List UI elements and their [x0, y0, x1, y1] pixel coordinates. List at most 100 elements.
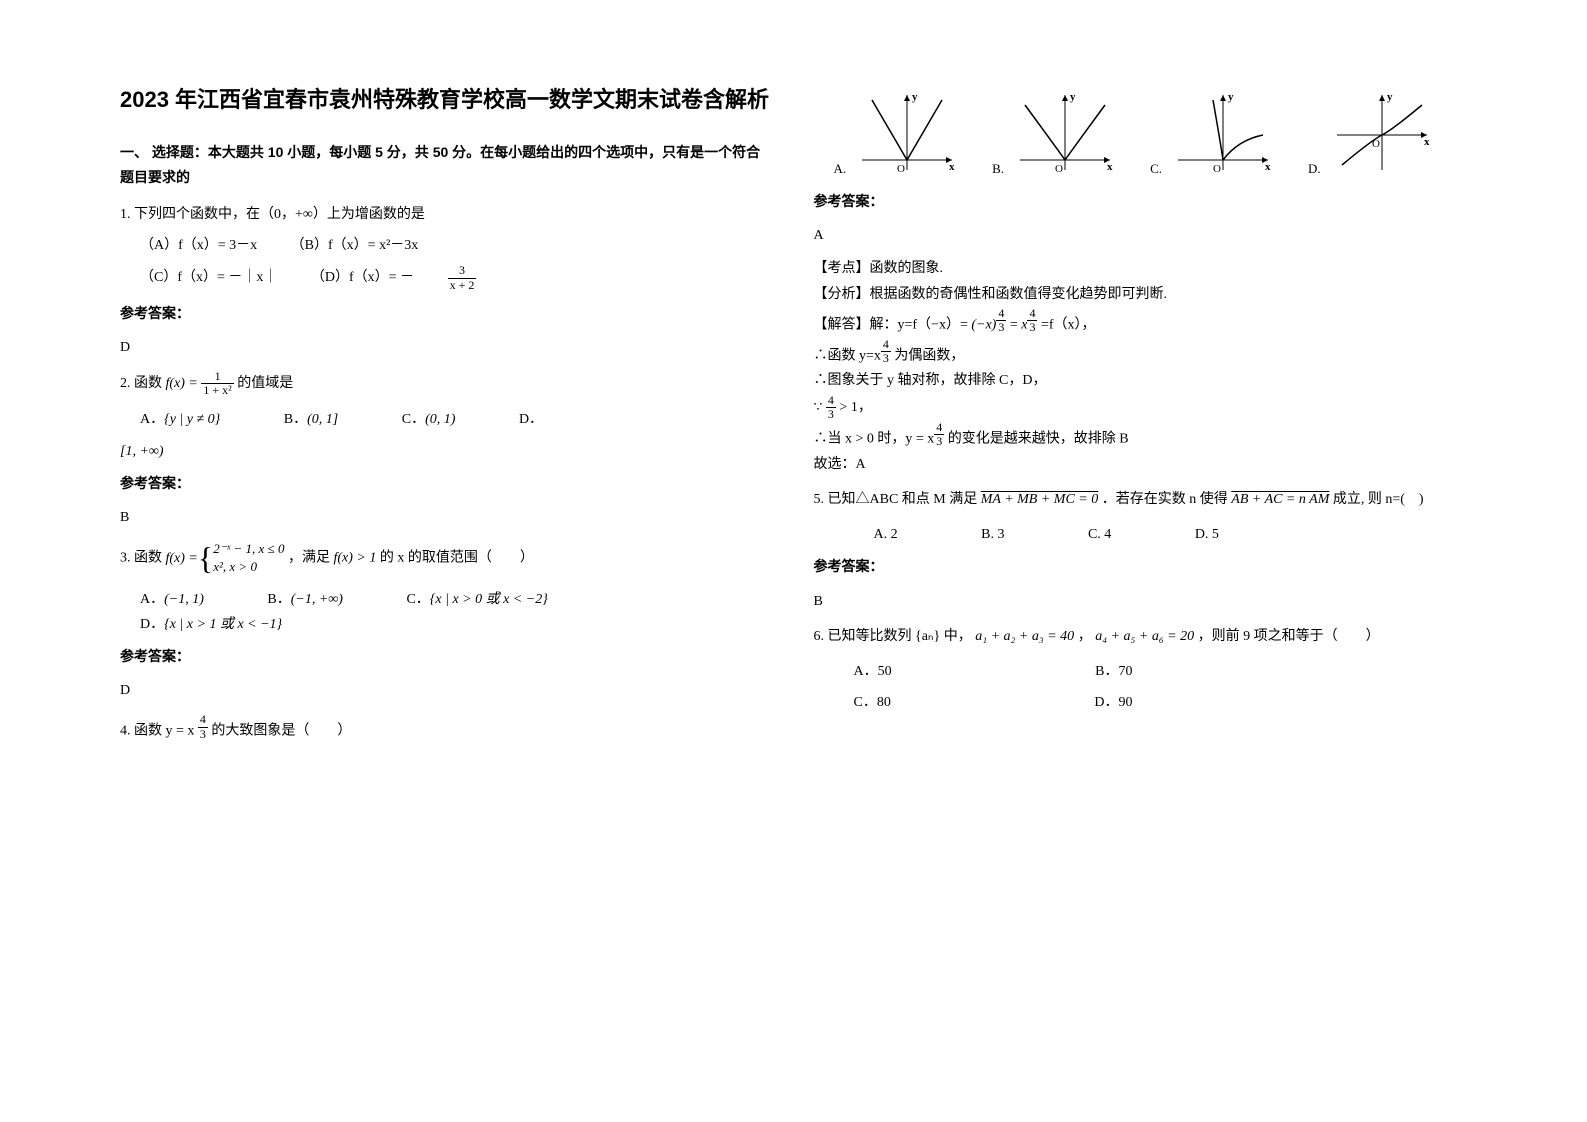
frac-num: 4	[881, 338, 891, 352]
q6-options-row1: A．50 B．70	[854, 659, 1468, 684]
graph-label-c: C.	[1150, 157, 1162, 180]
title: 2023 年江西省宜春市袁州特殊教育学校高一数学文期末试卷含解析	[120, 80, 774, 120]
svg-text:x: x	[949, 161, 955, 173]
q1-opt-d: （D）f（x）= － 3 x + 2	[311, 264, 536, 291]
frac-num: 3	[448, 264, 477, 278]
solve-eq: =	[1010, 317, 1018, 332]
frac-den: 3	[826, 408, 836, 421]
frac-num: 4	[198, 713, 208, 727]
graph-a: A. Oxy	[834, 90, 963, 180]
q2-answer: B	[120, 505, 774, 530]
question-2: 2. 函数 f(x) = 1 1 + x² 的值域是	[120, 370, 774, 397]
answer-label: 参考答案：	[120, 472, 774, 497]
q5-stem-suf: 成立, 则 n=( )	[1333, 492, 1424, 507]
graph-b-svg: Ox y	[1010, 90, 1120, 180]
q1-opt-a: （A）f（x）= 3－x	[140, 233, 257, 258]
solve-suf: =f（x），	[1041, 317, 1096, 332]
frac-num: 4	[996, 307, 1006, 321]
q2-opt-a: {y | y ≠ 0}	[164, 407, 220, 432]
question-6: 6. 已知等比数列 {aₙ} 中， a₁ + a₂ + a₃ = 40 ， a₄…	[814, 624, 1468, 649]
q3-opt-b: B．(−1, +∞)	[267, 587, 373, 612]
q2-label-d: D．	[519, 407, 543, 432]
solve-mid1: (−x)	[971, 317, 996, 332]
fast-pre: ∴当 x > 0 时，y = x	[814, 432, 935, 447]
fast-suf: 的变化是越来越快，故排除 B	[948, 432, 1129, 447]
q6-opt-c: C．80	[854, 690, 891, 715]
svg-text:y: y	[912, 91, 918, 103]
q4-pick: 故选：A	[814, 452, 1468, 477]
q5-opt-b: B. 3	[981, 522, 1004, 547]
q6-opt-a: A．50	[854, 659, 892, 684]
q3-opt-d: D．{x | x > 1 或 x < −1}	[140, 612, 312, 637]
q6-stem-suf: ，则前 9 项之和等于（ ）	[1198, 629, 1380, 644]
since-suf: > 1，	[839, 400, 871, 415]
q6-stem-pre: 6. 已知等比数列 {aₙ} 中，	[814, 629, 972, 644]
frac-num: 4	[826, 394, 836, 408]
q3-answer: D	[120, 678, 774, 703]
opt-text: {x | x > 0 或 x < −2}	[430, 587, 548, 612]
svg-text:y: y	[1070, 91, 1076, 103]
q5-options: A. 2 B. 3 C. 4 D. 5	[874, 522, 1468, 547]
question-5: 5. 已知△ABC 和点 M 满足 MA + MB + MC = 0 ．若存在实…	[814, 487, 1468, 512]
q5-opt-c: C. 4	[1088, 522, 1111, 547]
q6-eq2: a₄ + a₅ + a₆ = 20	[1095, 629, 1194, 644]
q3-opt-c: C．{x | x > 0 或 x < −2}	[406, 587, 577, 612]
q2-opt-c: (0, 1)	[425, 407, 455, 432]
q3-opt-a: A．(−1, 1)	[140, 587, 234, 612]
q5-stem-mid: ．若存在实数 n 使得	[1102, 492, 1232, 507]
question-1: 1. 下列四个函数中，在（0，+∞）上为增函数的是 （A）f（x）= 3－x （…	[120, 202, 774, 292]
q1-optd-frac: 3 x + 2	[448, 264, 507, 291]
q4-answer: A	[814, 223, 1468, 248]
q4-exp: 4 3	[198, 713, 208, 740]
q2-func: f(x) =	[166, 376, 202, 391]
q3-piecewise: f(x) = { 2⁻ˣ − 1, x ≤ 0 x², x > 0	[166, 540, 285, 576]
graph-c: C. Oxy	[1150, 90, 1278, 180]
q5-vec2: AB + AC = n AM	[1231, 492, 1329, 507]
frac-den: 1 + x²	[201, 384, 233, 397]
graph-label-b: B.	[992, 157, 1004, 180]
q4-analysis: 【分析】根据函数的奇偶性和函数值得变化趋势即可判断.	[814, 282, 1468, 307]
q4-since: ∵ 43 > 1，	[814, 394, 1468, 421]
svg-text:y: y	[1228, 91, 1234, 103]
q2-opt-d: [1, +∞)	[120, 439, 774, 464]
answer-label: 参考答案：	[120, 645, 774, 670]
answer-label: 参考答案：	[120, 302, 774, 327]
graph-label-a: A.	[834, 157, 847, 180]
q4-stem-suf: 的大致图象是（ ）	[211, 724, 351, 739]
answer-label: 参考答案：	[814, 190, 1468, 215]
q3-piece2: x², x > 0	[213, 558, 284, 576]
q6-opt-d: D．90	[1094, 690, 1132, 715]
svg-text:x: x	[1424, 136, 1430, 148]
q2-label-b: B．(0, 1]	[284, 407, 368, 432]
opt-text: (−1, 1)	[164, 587, 204, 612]
q3-piece1: 2⁻ˣ − 1, x ≤ 0	[213, 540, 284, 558]
q3-stem-suf: 的 x 的取值范围（ ）	[380, 551, 534, 566]
even-suf: 为偶函数，	[894, 348, 964, 363]
frac-den: 3	[198, 728, 208, 741]
q2-frac: 1 1 + x²	[201, 370, 233, 397]
graph-a-svg: Oxy	[852, 90, 962, 180]
q4-topic: 【考点】函数的图象.	[814, 256, 1468, 281]
svg-text:y: y	[1387, 91, 1393, 103]
q2-label-c: C．(0, 1)	[402, 407, 486, 432]
q4-fast: ∴当 x > 0 时，y = x43 的变化是越来越快，故排除 B	[814, 421, 1468, 452]
frac-num: 1	[201, 370, 233, 384]
since-pre: ∵	[814, 400, 823, 415]
q5-answer: B	[814, 589, 1468, 614]
q6-sep1: ，	[1078, 629, 1092, 644]
svg-text:O: O	[1055, 163, 1063, 175]
q3-stem-pre: 3. 函数	[120, 551, 166, 566]
q4-stem-pre: 4. 函数 y = x	[120, 724, 194, 739]
svg-text:x: x	[1107, 161, 1113, 173]
q5-opt-a: A. 2	[874, 522, 898, 547]
section-heading: 一、 选择题：本大题共 10 小题，每小题 5 分，共 50 分。在每小题给出的…	[120, 140, 774, 190]
graph-d-svg: Oxy	[1327, 90, 1437, 180]
q1-stem: 1. 下列四个函数中，在（0，+∞）上为增函数的是	[120, 202, 774, 227]
q2-stem-pre: 2. 函数	[120, 376, 162, 391]
q2-opt-b: (0, 1]	[307, 407, 338, 432]
q6-options-row2: C．80 D．90	[854, 690, 1468, 715]
q1-options-row2: （C）f（x）= －｜x｜ （D）f（x）= － 3 x + 2	[140, 264, 774, 291]
q3-stem-mid: ，满足	[288, 551, 334, 566]
q1-opt-b: （B）f（x）= x²－3x	[291, 233, 419, 258]
q6-opt-b: B．70	[1095, 659, 1132, 684]
